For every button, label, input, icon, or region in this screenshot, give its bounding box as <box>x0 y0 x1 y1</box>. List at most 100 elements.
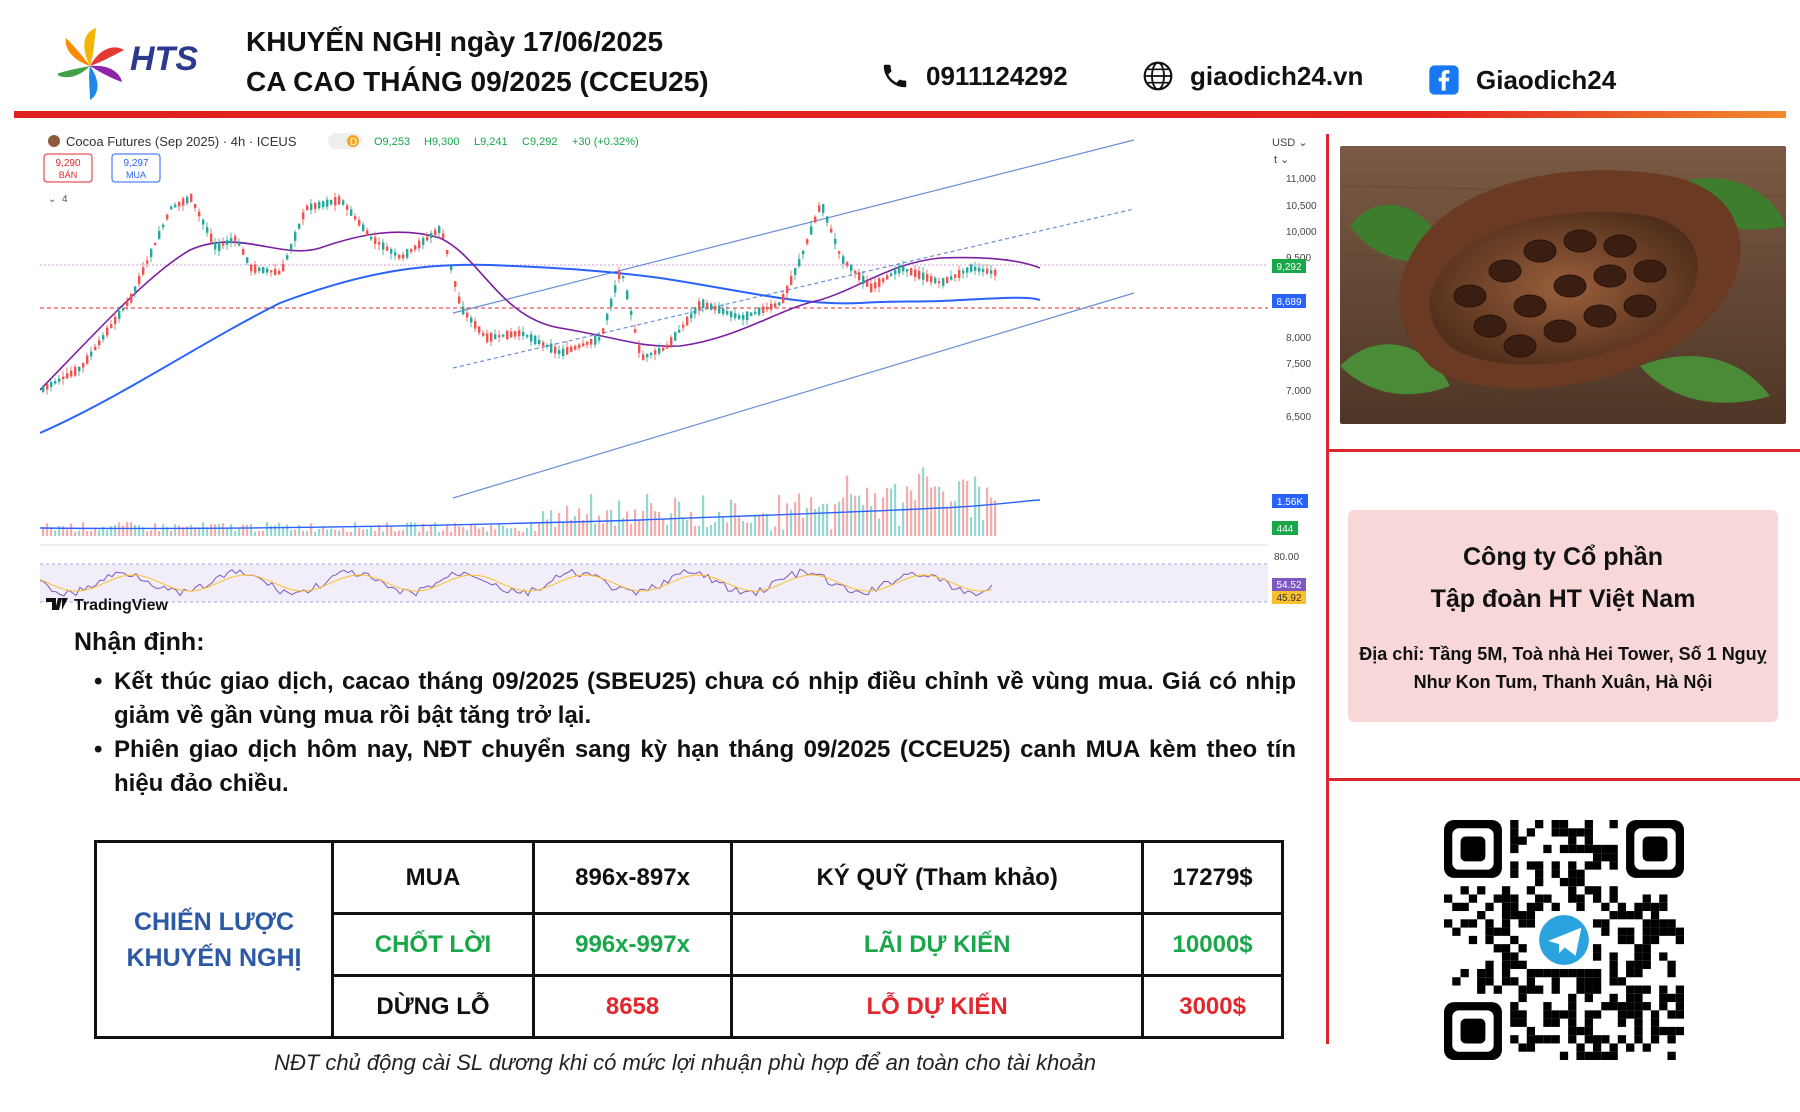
scale-selector[interactable]: t ⌄ <box>1274 154 1289 166</box>
candle-body <box>746 311 749 321</box>
volume-bar <box>534 531 537 536</box>
volume-bar <box>94 528 97 536</box>
volume-bar <box>454 522 457 536</box>
volume-bar <box>646 494 649 536</box>
website-link: giaodich24.vn <box>1190 60 1364 91</box>
candle-body <box>574 345 577 350</box>
osc-tag-1 <box>1272 578 1306 591</box>
osc-tag-1-text: 54.52 <box>1276 580 1301 591</box>
header-divider <box>14 111 1786 118</box>
volume-bar <box>530 523 533 536</box>
website-contact[interactable]: giaodich24.vn <box>1142 60 1363 92</box>
candle-body <box>98 340 101 346</box>
volume-bar <box>198 527 201 536</box>
candle-body <box>294 232 297 241</box>
candle-body <box>902 266 905 272</box>
volume-bar <box>714 522 717 536</box>
volume-tag-2 <box>1272 521 1298 535</box>
candle-body <box>678 329 681 333</box>
candle-body <box>942 278 945 286</box>
candle-body <box>114 316 117 325</box>
buy-range-cell: 896x-897x <box>531 840 734 915</box>
phone-contact[interactable]: 0911124292 <box>880 60 1068 92</box>
candle-body <box>910 268 913 276</box>
candle-body <box>526 334 529 338</box>
candle-body <box>930 276 933 283</box>
candle-body <box>286 255 289 260</box>
volume-bar <box>806 507 809 536</box>
facebook-contact[interactable]: Giaodich24 <box>1428 64 1616 96</box>
volume-bar <box>902 502 905 536</box>
sell-price: 9,290 <box>55 158 80 169</box>
candle-body <box>682 324 685 328</box>
candle-body <box>514 331 517 337</box>
sell-button[interactable]: 9,290 BÁN <box>43 153 93 183</box>
volume-bar <box>838 501 841 536</box>
candle-body <box>94 346 97 351</box>
volume-bar <box>490 524 493 536</box>
candle-body <box>446 250 449 254</box>
volume-bar <box>818 506 821 536</box>
candle-body <box>306 205 309 211</box>
candle-body <box>390 249 393 254</box>
candle-body <box>646 354 649 358</box>
candle-body <box>490 332 493 342</box>
volume-bar <box>466 530 469 536</box>
facebook-icon <box>1429 65 1459 95</box>
analysis-list: Kết thúc giao dịch, cacao tháng 09/2025 … <box>74 665 1296 801</box>
volume-bar <box>798 493 801 536</box>
candle-body <box>798 258 801 267</box>
phone-icon <box>883 64 907 88</box>
volume-bar <box>922 467 925 536</box>
telegram-qr-code-icon[interactable] <box>1444 820 1684 1060</box>
volume-bar <box>278 522 281 536</box>
candle-body <box>342 200 345 205</box>
osc-tag-2 <box>1272 591 1306 604</box>
candle-body <box>550 343 553 353</box>
candle-body <box>762 306 765 313</box>
ohlc-high: H9,300 <box>424 136 459 148</box>
candle-body <box>402 254 405 259</box>
volume-bar <box>410 522 413 536</box>
volume-bar <box>622 518 625 536</box>
expected-loss-label-cell: LỖ DỰ KIẾN <box>730 974 1145 1039</box>
candle-body <box>866 281 869 287</box>
candle-body <box>394 252 397 256</box>
candle-body <box>906 269 909 272</box>
candle-body <box>434 229 437 236</box>
ma-50-line <box>40 231 1041 391</box>
candle-body <box>422 238 425 245</box>
currency-selector[interactable]: USD ⌄ <box>1272 137 1308 149</box>
candle-body <box>430 232 433 239</box>
volume-bar <box>194 527 197 536</box>
candle-body <box>338 196 341 205</box>
candle-body <box>898 265 901 274</box>
title-line-1: KHUYẾN NGHỊ ngày 17/06/2025 <box>246 26 664 57</box>
brand-text: HTS <box>130 40 198 78</box>
volume-bar <box>326 529 329 536</box>
candle-body <box>154 242 157 246</box>
candle-body <box>58 378 61 382</box>
volume-bar <box>386 522 389 536</box>
volume-bar <box>522 531 525 536</box>
volume-bar <box>746 522 749 536</box>
candle-body <box>126 301 129 306</box>
candle-body <box>146 260 149 264</box>
volume-bar <box>554 526 557 536</box>
volume-bar <box>122 525 125 536</box>
volume-bar <box>566 506 569 536</box>
indicator-toggle-chevron[interactable]: ⌄ <box>48 194 56 205</box>
analysis-bullet-1: Kết thúc giao dịch, cacao tháng 09/2025 … <box>74 665 1296 733</box>
buy-button[interactable]: 9,297 MUA <box>111 153 161 183</box>
buy-label: MUA <box>126 170 146 180</box>
candle-body <box>314 202 317 209</box>
candle-body <box>414 245 417 250</box>
volume-bar <box>478 528 481 536</box>
volume-bar <box>110 526 113 536</box>
volume-bar <box>990 497 993 536</box>
volume-bar <box>502 525 505 536</box>
ohlc-low: L9,241 <box>474 136 508 148</box>
volume-bar <box>102 526 105 536</box>
candle-body <box>818 205 821 212</box>
volume-bar <box>370 525 373 536</box>
